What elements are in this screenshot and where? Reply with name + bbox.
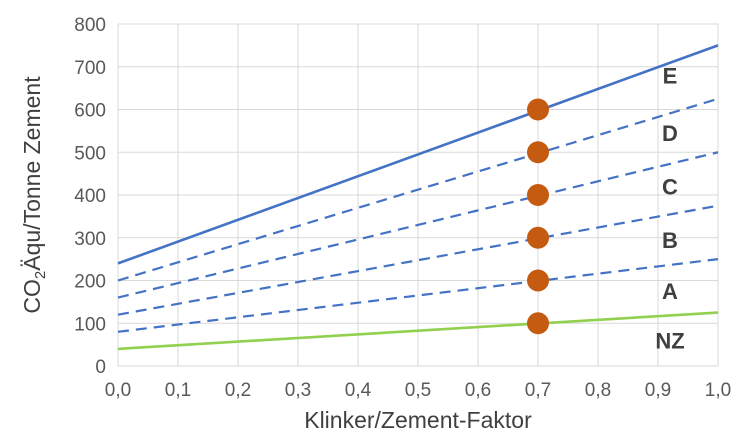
series-line-c (117, 151, 719, 299)
plot-area-border (117, 23, 719, 367)
x-axis-tick-labels: 0,0 0,1 0,2 0,3 0,4 0,5 0,6 0,7 0,8 0,9 1,0 (105, 380, 731, 401)
series-line-b (117, 204, 719, 316)
data-marker (527, 312, 549, 335)
x-tick-label: 0,9 (645, 380, 671, 401)
band-label-c: C (662, 174, 678, 199)
y-axis-tick-labels: 0 100 200 300 400 500 600 700 800 (74, 15, 106, 378)
y-tick-label: 800 (74, 15, 106, 36)
band-labels: E D C B A NZ (655, 63, 684, 353)
x-tick-label: 0,4 (345, 380, 372, 401)
x-tick-label: 0,3 (285, 380, 311, 401)
band-label-e: E (663, 63, 678, 88)
x-tick-label: 0,1 (165, 380, 191, 401)
y-tick-label: 300 (74, 229, 106, 250)
data-markers (527, 98, 549, 335)
band-label-a: A (662, 279, 678, 304)
data-marker (527, 184, 549, 206)
data-marker (527, 269, 549, 292)
band-label-d: D (662, 121, 678, 146)
data-marker (527, 98, 549, 121)
y-axis-title-part-1: CO (19, 279, 45, 314)
series-line-a (117, 258, 719, 333)
x-tick-label: 0,6 (465, 380, 491, 401)
x-tick-label: 0,0 (105, 380, 131, 401)
y-tick-label: 400 (74, 186, 106, 207)
band-label-nz: NZ (655, 328, 684, 353)
grid-lines (117, 23, 719, 367)
data-marker (527, 141, 549, 164)
y-tick-label: 0 (95, 357, 106, 378)
y-tick-label: 100 (74, 314, 106, 335)
band-label-b: B (662, 228, 678, 253)
y-axis-title: CO2Äqu/Tonne Zement (19, 76, 49, 314)
x-tick-label: 0,8 (585, 380, 611, 401)
y-axis-title-part-2: Äqu/Tonne Zement (19, 76, 45, 271)
y-axis-title-subscript: 2 (32, 271, 49, 279)
x-tick-label: 1,0 (705, 380, 731, 401)
x-axis-title: Klinker/Zement-Faktor (304, 407, 532, 433)
x-tick-label: 0,7 (525, 380, 551, 401)
y-tick-label: 500 (74, 143, 106, 164)
series-lines (117, 44, 719, 351)
y-tick-label: 600 (74, 101, 106, 122)
data-marker (527, 226, 549, 249)
x-tick-label: 0,2 (225, 380, 251, 401)
series-line-nz (117, 311, 719, 351)
series-line-d (117, 97, 719, 282)
y-tick-label: 200 (74, 272, 106, 293)
series-line-e (117, 44, 719, 265)
y-tick-label: 700 (74, 58, 106, 79)
x-tick-label: 0,5 (405, 380, 431, 401)
